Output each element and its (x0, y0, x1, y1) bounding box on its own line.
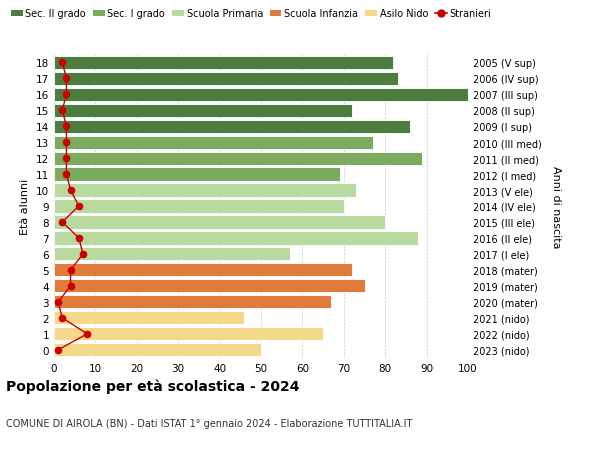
Bar (54, 200, 344, 213)
Bar (54, 248, 290, 261)
Bar (54, 216, 385, 229)
Bar (54, 343, 261, 357)
Legend: Sec. II grado, Sec. I grado, Scuola Primaria, Scuola Infanzia, Asilo Nido, Stran: Sec. II grado, Sec. I grado, Scuola Prim… (11, 10, 491, 19)
Bar (54, 168, 340, 181)
Bar (54, 73, 398, 85)
Y-axis label: Età alunni: Età alunni (20, 179, 31, 235)
Bar (54, 89, 468, 101)
Bar (54, 264, 352, 277)
Text: COMUNE DI AIROLA (BN) - Dati ISTAT 1° gennaio 2024 - Elaborazione TUTTITALIA.IT: COMUNE DI AIROLA (BN) - Dati ISTAT 1° ge… (6, 418, 412, 428)
Bar (54, 312, 244, 325)
Bar (54, 184, 356, 197)
Bar (54, 120, 410, 134)
Bar (54, 296, 331, 309)
Bar (54, 232, 418, 245)
Text: Popolazione per età scolastica - 2024: Popolazione per età scolastica - 2024 (6, 379, 299, 393)
Y-axis label: Anni di nascita: Anni di nascita (551, 165, 561, 248)
Bar (54, 280, 365, 293)
Bar (54, 328, 323, 341)
Bar (54, 56, 394, 70)
Bar (54, 136, 373, 149)
Bar (54, 152, 422, 165)
Bar (54, 104, 352, 118)
